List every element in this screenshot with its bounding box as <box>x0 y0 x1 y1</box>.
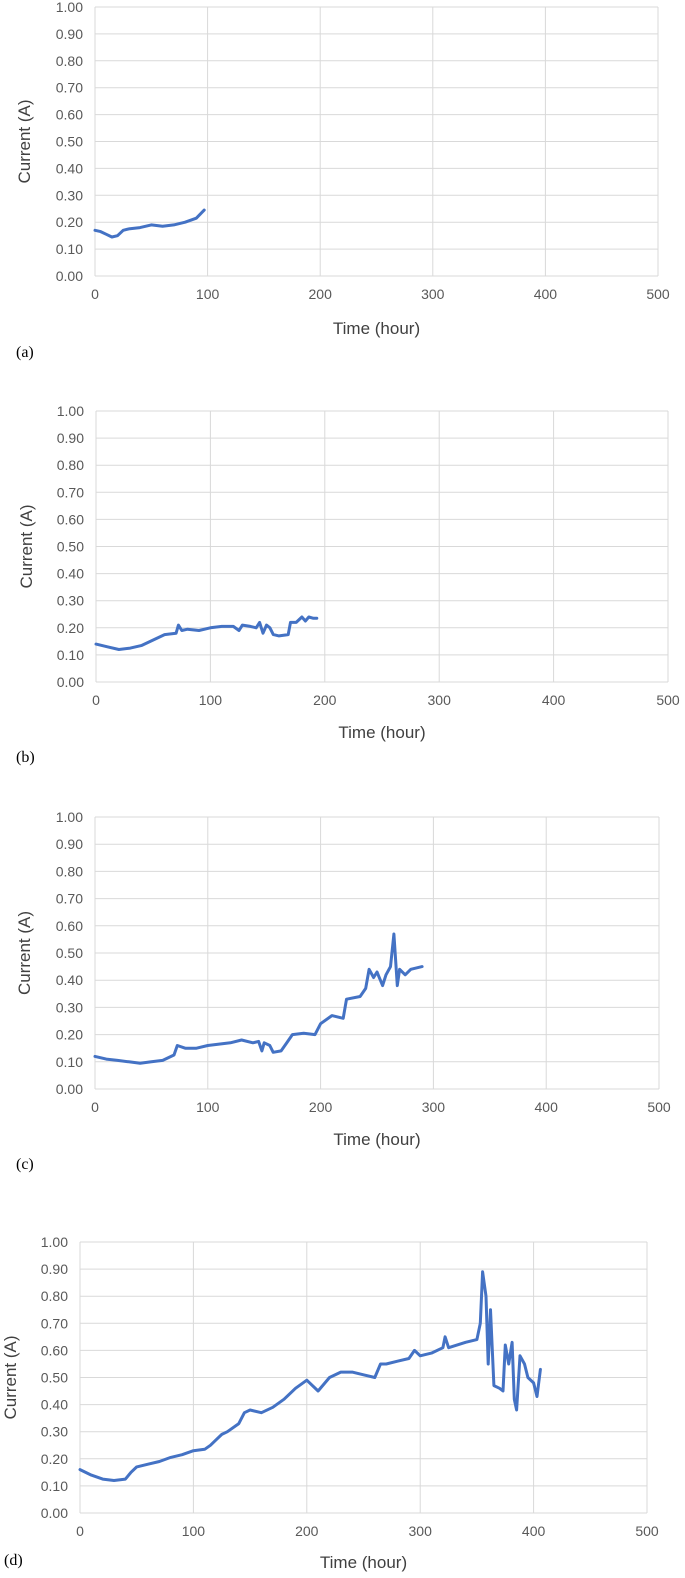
y-tick-label: 1.00 <box>57 403 84 419</box>
x-tick-label: 400 <box>535 1099 559 1115</box>
x-tick-label: 500 <box>646 286 670 302</box>
x-tick-label: 400 <box>534 286 558 302</box>
y-tick-label: 0.90 <box>56 836 83 852</box>
y-tick-label: 0.40 <box>57 566 84 582</box>
y-tick-label: 0.40 <box>56 160 83 176</box>
y-tick-label: 0.50 <box>56 134 83 150</box>
x-tick-label: 500 <box>647 1099 671 1115</box>
x-axis-title: Time (hour) <box>320 1553 407 1572</box>
x-axis-title: Time (hour) <box>333 1130 420 1149</box>
y-tick-label: 1.00 <box>56 809 83 825</box>
series-line <box>93 932 424 1065</box>
y-tick-label: 0.90 <box>56 26 83 42</box>
y-tick-label: 0.90 <box>41 1261 68 1277</box>
y-tick-label: 0.50 <box>56 945 83 961</box>
y-tick-label: 0.30 <box>57 593 84 609</box>
y-tick-label: 0.70 <box>56 891 83 907</box>
chart-panel-d: 0.00 0.10 0.20 0.30 0.40 0.50 0.60 0.70 0.80 0.90… <box>1 1234 659 1572</box>
y-tick-label: 0.60 <box>41 1342 68 1358</box>
series-line <box>78 1270 542 1482</box>
x-tick-label: 500 <box>635 1523 659 1539</box>
x-tick-label: 0 <box>91 286 99 302</box>
y-tick-label: 0.50 <box>41 1370 68 1386</box>
chart-panel-a: 0.00 0.10 0.20 0.30 0.40 0.50 0.60 0.70 0.80 0.90… <box>15 0 670 361</box>
y-tick-label: 0.20 <box>41 1451 68 1467</box>
y-tick-label: 0.80 <box>41 1288 68 1304</box>
x-tick-label: 300 <box>421 286 445 302</box>
panel-label: (a) <box>16 344 34 361</box>
y-tick-label: 0.20 <box>56 214 83 230</box>
x-tick-label: 200 <box>295 1523 319 1539</box>
x-tick-label: 100 <box>182 1523 206 1539</box>
x-tick-label: 0 <box>91 1099 99 1115</box>
x-tick-label: 0 <box>76 1523 84 1539</box>
y-axis-title: Current (A) <box>15 99 34 183</box>
x-tick-label: 200 <box>309 286 333 302</box>
x-axis-title: Time (hour) <box>333 319 420 338</box>
y-tick-label: 0.60 <box>56 107 83 123</box>
y-tick-label: 0.00 <box>41 1505 68 1521</box>
x-tick-label: 100 <box>196 1099 220 1115</box>
y-tick-label: 0.50 <box>57 539 84 555</box>
x-tick-label: 100 <box>196 286 220 302</box>
y-tick-label: 0.10 <box>56 1054 83 1070</box>
x-tick-label: 100 <box>199 692 223 708</box>
y-tick-label: 0.30 <box>56 187 83 203</box>
x-tick-label: 300 <box>409 1523 433 1539</box>
y-tick-label: 0.80 <box>56 53 83 69</box>
y-tick-label: 0.30 <box>41 1424 68 1440</box>
chart-panel-b: 0.00 0.10 0.20 0.30 0.40 0.50 0.60 0.70 0.80 0.90… <box>16 403 680 766</box>
y-tick-label: 0.90 <box>57 430 84 446</box>
y-axis-title: Current (A) <box>1 1335 20 1419</box>
y-tick-label: 0.10 <box>57 647 84 663</box>
y-tick-label: 1.00 <box>56 0 83 15</box>
x-tick-label: 400 <box>542 692 566 708</box>
panel-label: (b) <box>16 749 35 766</box>
y-tick-label: 0.60 <box>56 918 83 934</box>
y-tick-label: 0.80 <box>57 457 84 473</box>
series-line <box>93 208 206 239</box>
y-tick-label: 0.00 <box>56 268 83 284</box>
y-tick-label: 0.70 <box>57 484 84 500</box>
x-tick-label: 400 <box>522 1523 546 1539</box>
y-tick-label: 0.00 <box>56 1081 83 1097</box>
y-tick-label: 1.00 <box>41 1234 68 1250</box>
y-tick-label: 0.70 <box>56 80 83 96</box>
y-tick-label: 0.10 <box>41 1478 68 1494</box>
panel-label: (c) <box>16 1156 34 1173</box>
y-axis-title: Current (A) <box>15 911 34 995</box>
x-tick-label: 0 <box>92 692 100 708</box>
x-tick-label: 200 <box>313 692 337 708</box>
x-tick-label: 500 <box>656 692 680 708</box>
x-axis-title: Time (hour) <box>338 723 425 742</box>
y-tick-label: 0.10 <box>56 241 83 257</box>
x-tick-label: 300 <box>422 1099 446 1115</box>
y-tick-label: 0.40 <box>56 972 83 988</box>
x-tick-label: 200 <box>309 1099 333 1115</box>
y-tick-label: 0.40 <box>41 1397 68 1413</box>
y-tick-label: 0.20 <box>57 620 84 636</box>
x-tick-label: 300 <box>428 692 452 708</box>
y-axis-title: Current (A) <box>17 504 36 588</box>
y-tick-label: 0.00 <box>57 674 84 690</box>
y-tick-label: 0.20 <box>56 1027 83 1043</box>
series-line <box>94 615 319 651</box>
y-tick-label: 0.70 <box>41 1315 68 1331</box>
panel-label: (d) <box>4 1552 23 1569</box>
y-tick-label: 0.80 <box>56 863 83 879</box>
y-tick-label: 0.60 <box>57 511 84 527</box>
chart-panel-c: 0.00 0.10 0.20 0.30 0.40 0.50 0.60 0.70 0.80 0.90… <box>15 809 671 1173</box>
y-tick-label: 0.30 <box>56 999 83 1015</box>
